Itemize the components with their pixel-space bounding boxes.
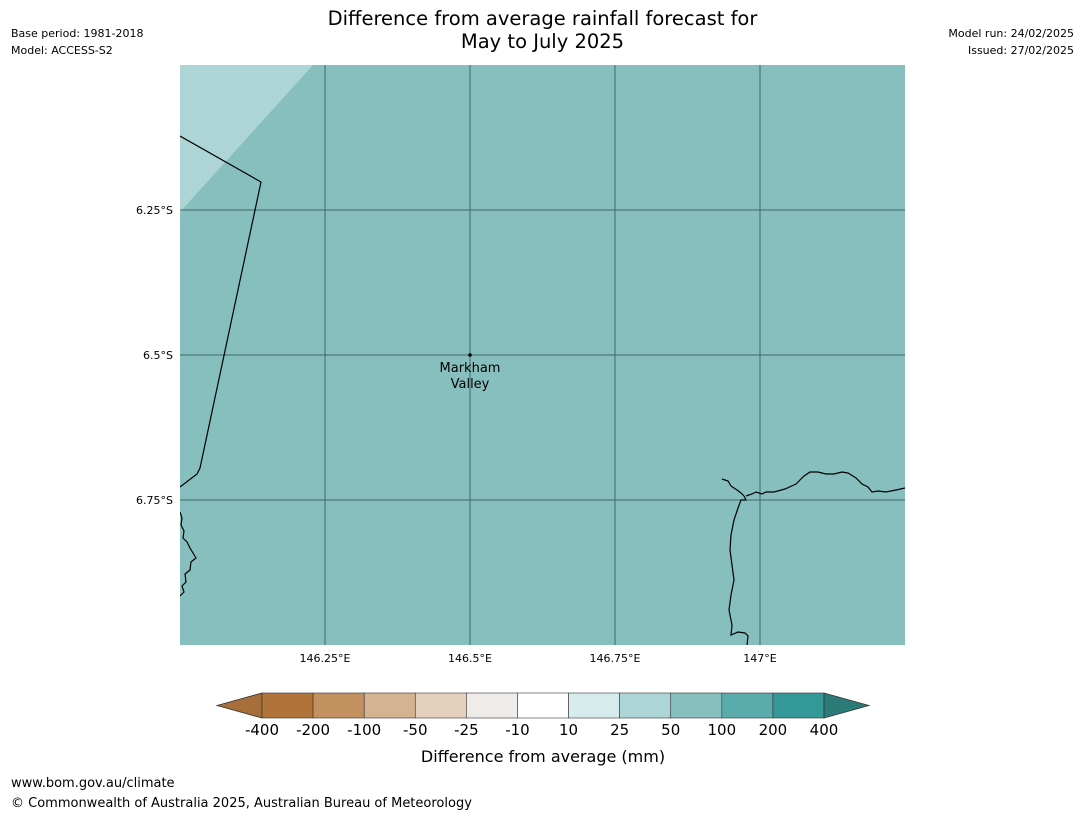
- longitude-axis: 146.25°E 146.5°E 146.75°E 147°E: [300, 652, 777, 665]
- footer-copyright: © Commonwealth of Australia 2025, Austra…: [11, 796, 472, 811]
- colorbar-tick-label: 10: [559, 721, 578, 739]
- colorbar-cell: [772, 692, 825, 719]
- colorbar: -400 -200 -100 -50 -25 -10 10 25 50 100 200 400: [215, 692, 871, 739]
- title-line-2: May to July 2025: [460, 30, 625, 53]
- lon-tick-label: 147°E: [743, 652, 776, 665]
- lon-tick-label: 146.5°E: [448, 652, 492, 665]
- colorbar-cell: [568, 692, 620, 719]
- model-run-text: Model run: 24/02/2025: [948, 27, 1074, 40]
- colorbar-cell: [363, 692, 416, 719]
- colorbar-low-extend-arrow: [215, 692, 263, 719]
- colorbar-cell: [261, 692, 314, 719]
- lon-tick-label: 146.25°E: [300, 652, 351, 665]
- colorbar-tick-label: -100: [347, 721, 381, 739]
- model-text: Model: ACCESS-S2: [11, 44, 113, 57]
- colorbar-tick-label: 25: [610, 721, 629, 739]
- colorbar-tick-label: -400: [245, 721, 279, 739]
- colorbar-tick-label: -10: [505, 721, 530, 739]
- latitude-axis: 6.25°S 6.5°S 6.75°S: [136, 204, 173, 507]
- colorbar-cell: [670, 692, 723, 719]
- gridlines: [180, 65, 905, 645]
- colorbar-cell: [517, 692, 569, 719]
- colorbar-tick-label: -50: [403, 721, 428, 739]
- colorbar-tick-label: 100: [707, 721, 736, 739]
- base-period-text: Base period: 1981-2018: [11, 27, 144, 40]
- lat-tick-label: 6.25°S: [136, 204, 173, 217]
- markham-valley-marker: [468, 353, 472, 357]
- title-line-1: Difference from average rainfall forecas…: [327, 7, 758, 30]
- lat-tick-label: 6.75°S: [136, 494, 173, 507]
- colorbar-tick-label: -25: [454, 721, 479, 739]
- west-coastline: [180, 511, 197, 597]
- colorbar-tick-label: -200: [296, 721, 330, 739]
- colorbar-cell: [312, 692, 365, 719]
- map-upper-left-region: [180, 65, 313, 212]
- issued-text: Issued: 27/02/2025: [967, 44, 1074, 57]
- gulf-coastline: [721, 478, 749, 645]
- lon-tick-label: 146.75°E: [590, 652, 641, 665]
- colorbar-tick-label: 400: [810, 721, 839, 739]
- boundaries: [180, 135, 905, 645]
- colorbar-tick-label: 200: [759, 721, 788, 739]
- colorbar-cell: [721, 692, 774, 719]
- north-coastline: [745, 471, 905, 497]
- colorbar-title: Difference from average (mm): [421, 747, 665, 766]
- province-boundary-line: [180, 135, 262, 488]
- colorbar-tick-label: 50: [661, 721, 680, 739]
- map-plot-area: [180, 65, 905, 645]
- colorbar-high-extend-arrow: [823, 692, 871, 719]
- page-title: Difference from average rainfall forecas…: [0, 7, 1085, 53]
- footer-url: www.bom.gov.au/climate: [11, 776, 175, 791]
- colorbar-cell: [414, 692, 467, 719]
- colorbar-cell: [466, 692, 518, 719]
- place-label-line-1: Markham: [440, 361, 501, 376]
- lat-tick-label: 6.5°S: [143, 349, 173, 362]
- colorbar-cell: [619, 692, 672, 719]
- place-label-line-2: Valley: [451, 377, 490, 392]
